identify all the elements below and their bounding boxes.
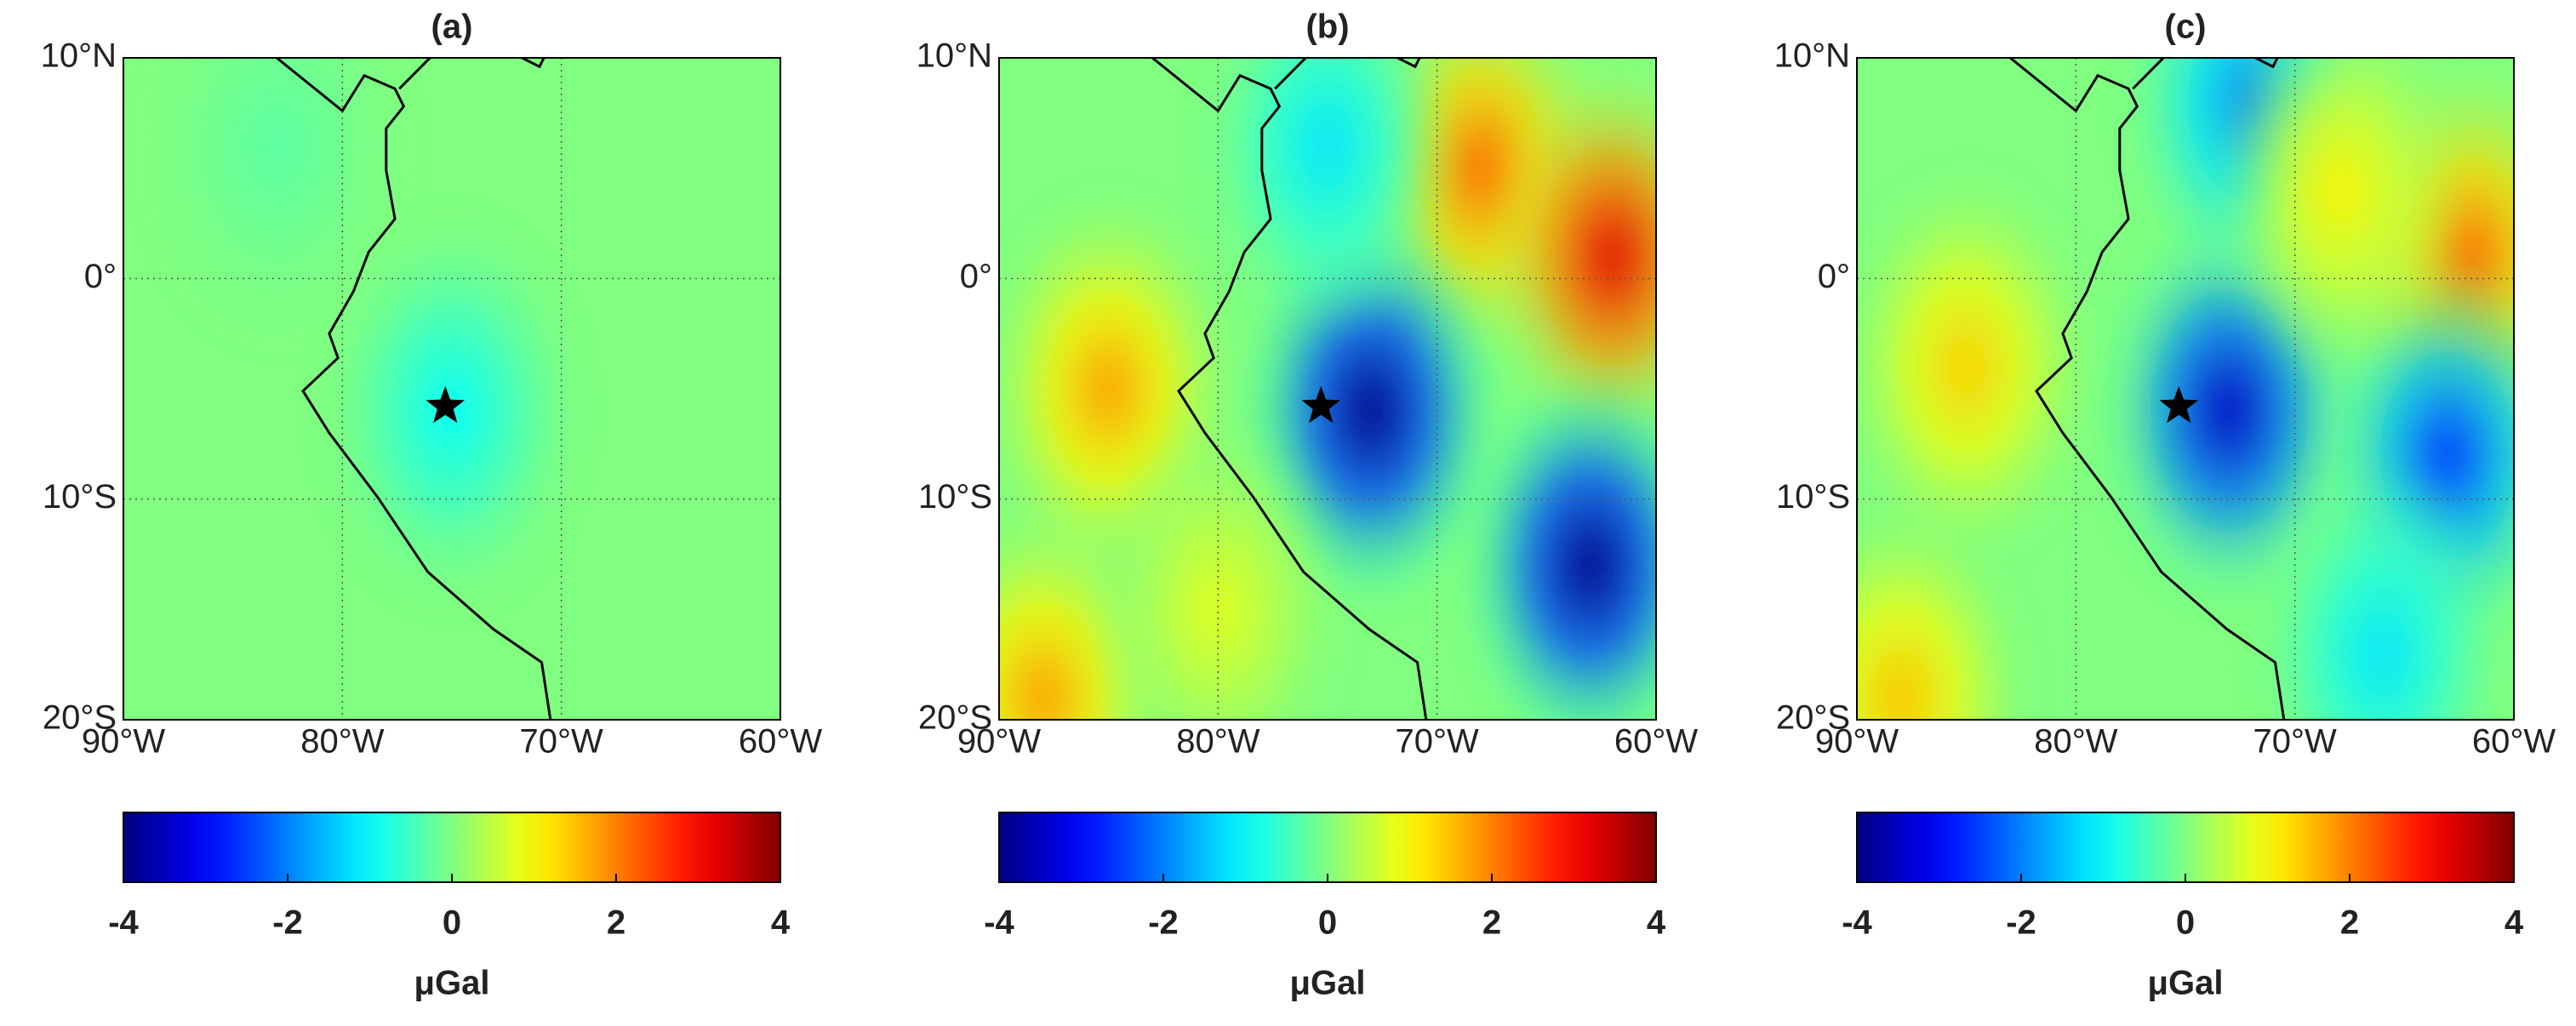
x-tick-label: 70°W	[2253, 723, 2337, 761]
anomaly	[1857, 171, 2094, 562]
anomaly	[1484, 60, 1656, 453]
colorbar-tick-label: -4	[984, 904, 1014, 942]
colorbar-tick-label: -4	[1842, 904, 1872, 942]
colorbar-tick-label: -2	[272, 904, 303, 942]
colorbar-tick-label: 4	[771, 904, 791, 942]
coastline	[276, 58, 552, 720]
y-tick-label: 20°S	[43, 699, 117, 737]
colorbar-label: μGal	[414, 965, 490, 1002]
colorbar-tick-label: 0	[443, 904, 461, 942]
colorbar	[1856, 812, 2515, 883]
x-tick-label: 80°W	[300, 723, 384, 761]
coastline	[2009, 58, 2286, 720]
axes-frame	[998, 57, 1657, 721]
colorbar-label: μGal	[1290, 965, 1366, 1002]
x-tick-label: 80°W	[2034, 723, 2117, 761]
panel-title: (c)	[2165, 9, 2207, 46]
x-tick-label: 90°W	[82, 723, 165, 761]
anomaly	[2211, 58, 2467, 386]
colorbar-tick-label: 4	[1647, 904, 1666, 942]
x-tick-label: 60°W	[2472, 723, 2556, 761]
panel-title: (b)	[1305, 9, 1349, 46]
y-tick-label: 0°	[84, 258, 117, 295]
colorbar-tick-label: -2	[1148, 904, 1179, 942]
colorbar	[998, 812, 1657, 883]
anomaly	[1200, 58, 1455, 342]
colorbar-tick-label: -2	[2006, 904, 2036, 942]
y-tick-label: 10°S	[43, 478, 117, 516]
x-tick-label: 80°W	[1176, 723, 1259, 761]
colorbar-tick-label: 0	[1318, 904, 1337, 942]
x-tick-label: 60°W	[739, 723, 822, 761]
x-tick-label: 60°W	[1614, 723, 1698, 761]
map-panel: (a) 90°W 80°W 70°W 60°W 10°N 0° 10°S 20°S -4 -2 0 2 4…	[41, 9, 823, 1002]
coastline	[1151, 58, 1428, 720]
y-tick-label: 20°S	[918, 699, 992, 737]
y-tick-label: 10°N	[917, 37, 992, 75]
colorbar	[123, 812, 781, 883]
axes-frame	[123, 57, 781, 721]
x-tick-label: 70°W	[1396, 723, 1479, 761]
map-panel: (c) 90°W 80°W 70°W 60°W 10°N 0° 10°S 20°S -4 -2 0 2 4…	[1774, 9, 2556, 1002]
colorbar-tick-label: 2	[607, 904, 625, 942]
field	[1857, 58, 2514, 720]
anomaly	[1090, 413, 1346, 720]
colorbar-tick-label: 0	[2176, 904, 2195, 942]
x-tick-label: 70°W	[520, 723, 603, 761]
y-tick-label: 10°N	[41, 37, 117, 75]
anomaly	[149, 58, 405, 342]
anomaly	[1857, 502, 2029, 720]
x-tick-label: 90°W	[1815, 723, 1899, 761]
colorbar-tick-label: 4	[2505, 904, 2524, 942]
anomaly	[2254, 458, 2510, 720]
panel-title: (a)	[431, 9, 473, 46]
field	[999, 58, 1656, 720]
x-tick-label: 90°W	[957, 723, 1041, 761]
colorbar-tick-label: -4	[108, 904, 139, 942]
map-panel: (b) 90°W 80°W 70°W 60°W 10°N 0° 10°S 20°S -4 -2 0 2 4…	[917, 9, 1699, 1002]
epicenter-star	[1301, 385, 1341, 424]
y-tick-label: 10°N	[1774, 37, 1850, 75]
anomaly	[1462, 369, 1656, 720]
epicenter-star	[2159, 385, 2199, 424]
y-tick-label: 0°	[1818, 258, 1850, 295]
colorbar-tick-label: 2	[2340, 904, 2359, 942]
y-tick-label: 0°	[960, 258, 992, 295]
colorbar-tick-label: 2	[1482, 904, 1501, 942]
field	[123, 58, 780, 720]
y-tick-label: 10°S	[1776, 478, 1850, 516]
epicenter-star	[426, 385, 466, 424]
colorbar-label: μGal	[2148, 965, 2224, 1002]
axes-frame	[1856, 57, 2515, 721]
y-tick-label: 10°S	[918, 478, 992, 516]
y-tick-label: 20°S	[1776, 699, 1850, 737]
